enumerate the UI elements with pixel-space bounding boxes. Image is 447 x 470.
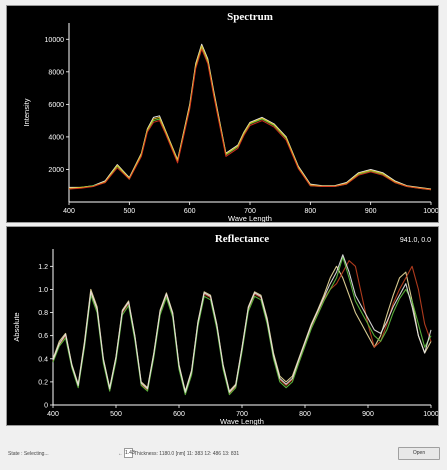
- y-tick-label: 2000: [48, 167, 64, 174]
- spectrum-chart-panel: Spectrum 400 500 600 700 800 900 1000 2000 4000 60…: [6, 5, 439, 223]
- x-axis-label: Wave Length: [228, 214, 272, 222]
- y-tick-label: 6000: [48, 102, 64, 109]
- reflectance-chart-panel: Reflectance 400 500 600 700 800 900 1000 0 0.2 0.4…: [6, 226, 439, 426]
- open-button[interactable]: Open: [398, 447, 440, 460]
- y-tick-label: 0.2: [38, 379, 48, 386]
- thickness-readout: Thickness: 1180.0 [nm] 11: 383 12: 486 1…: [134, 451, 240, 457]
- series-line-4: [52, 254, 432, 393]
- x-tick-label: 800: [299, 411, 311, 418]
- y-tick-label: 1.2: [38, 264, 48, 271]
- cursor-readout: 941.0, 0.0: [400, 237, 431, 244]
- series-line-1: [52, 265, 432, 392]
- series-line-2: [68, 46, 432, 191]
- x-tick-label: 400: [47, 411, 59, 418]
- y-tick-label: 8000: [48, 69, 64, 76]
- series-line-1: [69, 43, 432, 190]
- y-axis-label: Intensity: [22, 98, 31, 126]
- series-line-3: [68, 45, 432, 190]
- y-tick-label: 0.4: [38, 356, 48, 363]
- x-tick-label: 800: [304, 208, 316, 215]
- series-line-2: [52, 260, 432, 394]
- spectrum-chart: Spectrum 400 500 600 700 800 900 1000 2000 4000 60…: [22, 11, 438, 222]
- y-tick-label: 10000: [45, 37, 65, 44]
- chart-title: Spectrum: [227, 11, 273, 23]
- x-tick-label: 1000: [423, 411, 438, 418]
- reflectance-chart: Reflectance 400 500 600 700 800 900 1000 0 0.2 0.4…: [12, 233, 438, 425]
- x-axis-label: Wave Length: [220, 417, 264, 425]
- y-tick-label: 1.0: [38, 287, 48, 294]
- y-tick-label: 0.6: [38, 333, 48, 340]
- chart-title: Reflectance: [215, 233, 269, 245]
- x-tick-label: 600: [184, 208, 196, 215]
- y-axis-label: Absolute: [12, 312, 21, 341]
- x-tick-label: 700: [244, 208, 256, 215]
- x-tick-label: 500: [110, 411, 122, 418]
- value-input[interactable]: 1.43: [124, 448, 135, 458]
- x-tick-label: 900: [365, 208, 377, 215]
- y-tick-label: 0: [44, 403, 48, 410]
- status-text: State : Selecting...: [8, 451, 49, 457]
- x-tick-label: 1000: [423, 208, 438, 215]
- x-tick-label: 400: [63, 208, 75, 215]
- y-tick-label: 0.8: [38, 310, 48, 317]
- x-tick-label: 700: [236, 411, 248, 418]
- x-tick-label: 900: [362, 411, 374, 418]
- arrow-left-icon: ←: [118, 451, 123, 457]
- x-tick-label: 500: [123, 208, 135, 215]
- status-bar: State : Selecting... ← 1.43 Thickness: 1…: [0, 428, 447, 470]
- x-tick-label: 600: [173, 411, 185, 418]
- y-tick-label: 4000: [48, 134, 64, 141]
- series-line-4: [68, 48, 432, 191]
- series-line-3: [52, 256, 432, 396]
